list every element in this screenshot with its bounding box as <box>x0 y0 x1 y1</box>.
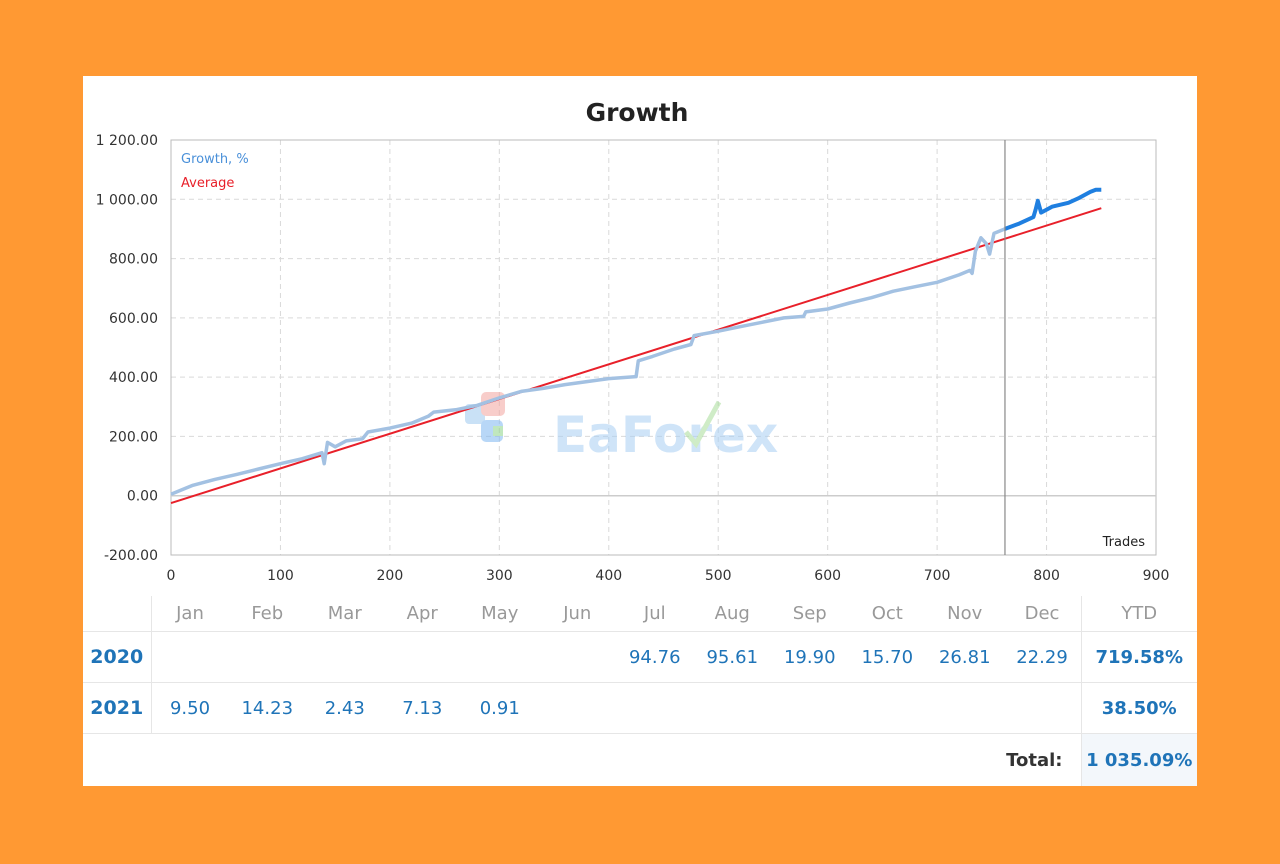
chart-title: Growth <box>586 98 689 127</box>
value-cell-oct: 15.70 <box>848 631 926 683</box>
value-cell-jun <box>538 631 616 683</box>
ytd-header: YTD <box>1080 596 1197 632</box>
month-header-jul: Jul <box>616 596 694 632</box>
y-tick-label: 800.00 <box>109 252 158 268</box>
table-row-2020: 2020 94.76 95.61 19.90 15.70 26.81 22.29 719.58… <box>83 631 1197 683</box>
y-axis: -200.00 0.00 200.00 400.00 600.00 800.00 1 000… <box>96 133 158 564</box>
value-cell-feb <box>228 631 306 683</box>
x-tick-label: 600 <box>814 568 841 584</box>
growth-series-line <box>170 227 1006 496</box>
ytd-cell: 719.58% <box>1080 631 1197 683</box>
value-cell-mar: 2.43 <box>306 682 384 734</box>
y-tick-label: 0.00 <box>127 489 158 505</box>
value-cell-mar <box>306 631 384 683</box>
total-value: 1 035.09% <box>1080 733 1197 786</box>
value-cell-oct <box>848 682 926 734</box>
month-header-jan: Jan <box>151 596 229 632</box>
x-tick-label: 400 <box>595 568 622 584</box>
monthly-returns-table: Jan Feb Mar Apr May Jun Jul Aug Sep Oct Nov Dec YTD … <box>83 596 1197 786</box>
x-tick-label: 300 <box>486 568 513 584</box>
growth-card: Growth 0 100 200 300 400 500 600 700 800 900 -200… <box>83 76 1197 786</box>
value-cell-apr: 7.13 <box>383 682 461 734</box>
x-tick-label: 700 <box>924 568 951 584</box>
x-tick-label: 0 <box>167 568 176 584</box>
month-header-may: May <box>461 596 539 632</box>
value-cell-sep <box>771 682 849 734</box>
month-header-mar: Mar <box>306 596 384 632</box>
x-axis: 0 100 200 300 400 500 600 700 800 900 <box>167 568 1170 584</box>
watermark-text: EaForex <box>553 406 778 464</box>
month-header-jun: Jun <box>538 596 616 632</box>
y-tick-label: 600.00 <box>109 311 158 327</box>
value-cell-jun <box>538 682 616 734</box>
month-header-sep: Sep <box>771 596 849 632</box>
year-cell: 2020 <box>83 631 152 683</box>
value-cell-jul: 94.76 <box>616 631 694 683</box>
y-tick-label: 1 000.00 <box>96 192 158 208</box>
x-tick-label: 800 <box>1033 568 1060 584</box>
month-header-apr: Apr <box>383 596 461 632</box>
month-header-oct: Oct <box>848 596 926 632</box>
x-axis-label: Trades <box>1102 535 1146 550</box>
value-cell-dec: 22.29 <box>1003 631 1081 683</box>
y-tick-label: -200.00 <box>104 548 158 564</box>
value-cell-nov: 26.81 <box>926 631 1004 683</box>
y-tick-label: 1 200.00 <box>96 133 158 149</box>
eaforex-watermark: EaForex <box>465 392 778 464</box>
month-header-feb: Feb <box>228 596 306 632</box>
x-tick-label: 200 <box>377 568 404 584</box>
value-cell-jan <box>151 631 229 683</box>
ytd-cell: 38.50% <box>1080 682 1197 734</box>
legend-average: Average <box>181 176 234 191</box>
total-label: Total: <box>1006 749 1063 771</box>
x-tick-label: 500 <box>705 568 732 584</box>
y-tick-label: 400.00 <box>109 370 158 386</box>
total-row: Total: 1 035.09% <box>83 733 1197 786</box>
legend: Growth, % Average <box>181 152 249 191</box>
table-header-row: Jan Feb Mar Apr May Jun Jul Aug Sep Oct Nov Dec YTD <box>83 596 1197 632</box>
value-cell-may: 0.91 <box>461 682 539 734</box>
month-header-dec: Dec <box>1003 596 1081 632</box>
month-header-nov: Nov <box>926 596 1004 632</box>
x-tick-label: 900 <box>1143 568 1170 584</box>
value-cell-aug <box>693 682 771 734</box>
value-cell-jul <box>616 682 694 734</box>
value-cell-aug: 95.61 <box>693 631 771 683</box>
growth-forecast-line <box>1004 187 1102 231</box>
month-header-aug: Aug <box>693 596 771 632</box>
value-cell-dec <box>1003 682 1081 734</box>
legend-growth: Growth, % <box>181 152 249 167</box>
growth-chart: Growth 0 100 200 300 400 500 600 700 800 900 -200… <box>96 98 1170 584</box>
plot-frame <box>170 139 1157 556</box>
value-cell-nov <box>926 682 1004 734</box>
header-year-cell <box>83 596 152 632</box>
year-cell: 2021 <box>83 682 152 734</box>
value-cell-apr <box>383 631 461 683</box>
value-cell-may <box>461 631 539 683</box>
table-row-2021: 2021 9.50 14.23 2.43 7.13 0.91 38.50% <box>83 682 1197 734</box>
value-cell-sep: 19.90 <box>771 631 849 683</box>
x-tick-label: 100 <box>267 568 294 584</box>
value-cell-feb: 14.23 <box>228 682 306 734</box>
value-cell-jan: 9.50 <box>151 682 229 734</box>
y-tick-label: 200.00 <box>109 429 158 445</box>
